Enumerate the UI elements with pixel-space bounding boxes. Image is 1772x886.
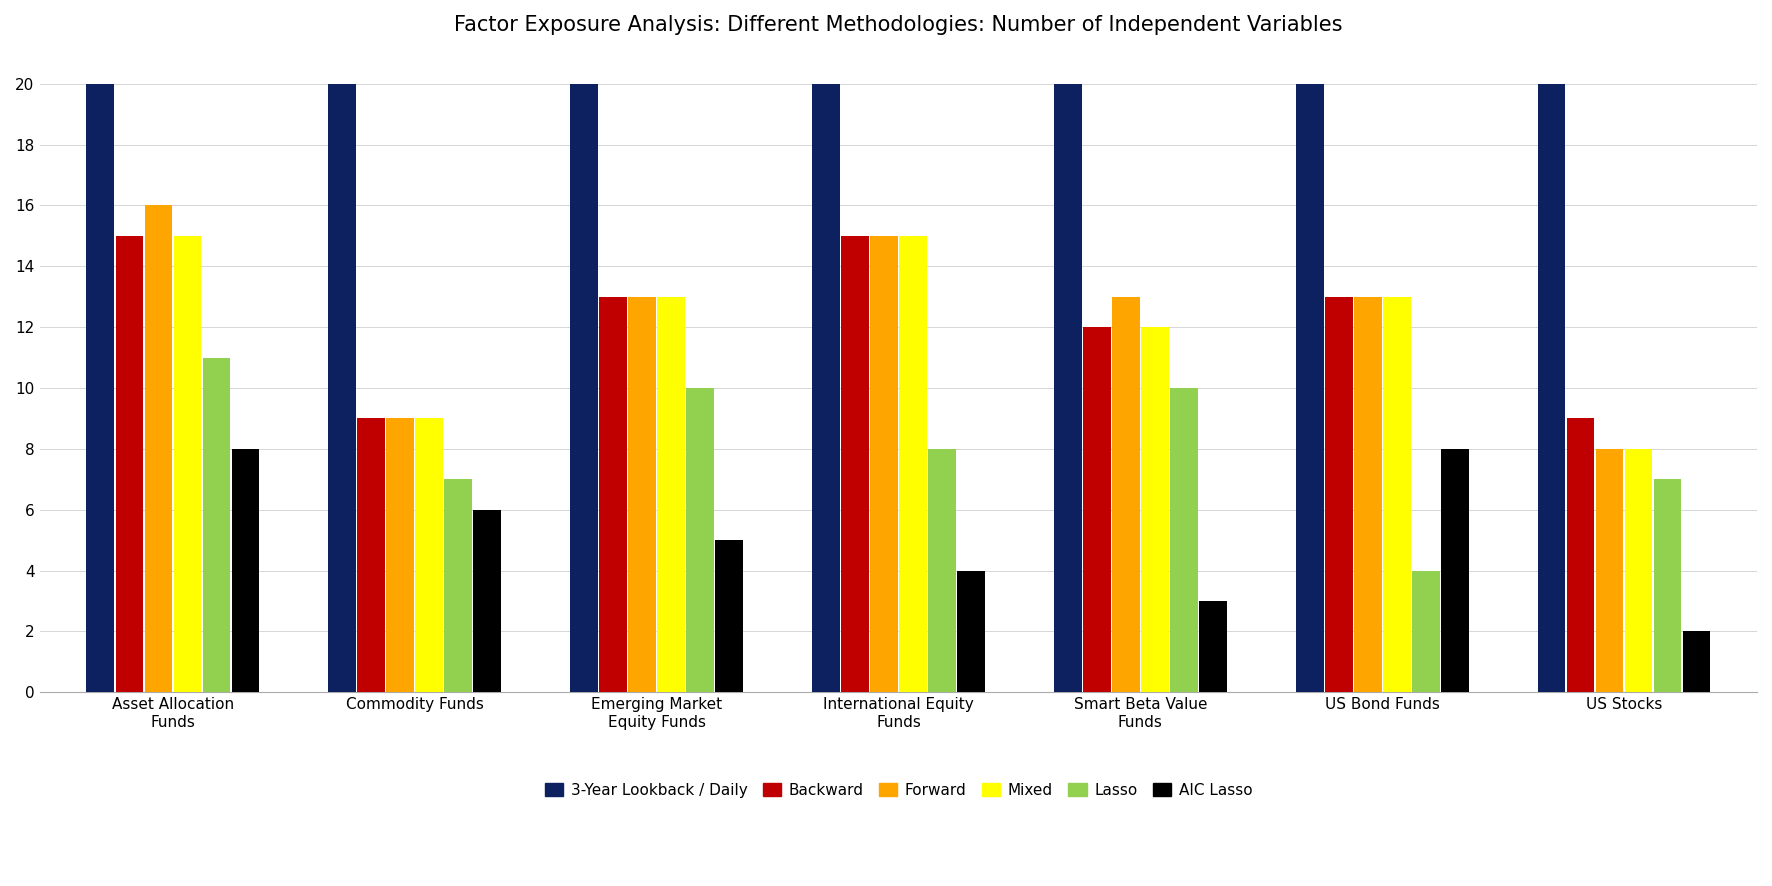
Bar: [115, 236, 144, 692]
Bar: [145, 206, 172, 692]
Bar: [1382, 297, 1411, 692]
Bar: [1683, 632, 1710, 692]
Bar: [174, 236, 202, 692]
Bar: [599, 297, 627, 692]
Bar: [1538, 83, 1565, 692]
Bar: [1653, 479, 1682, 692]
Bar: [1595, 449, 1623, 692]
Bar: [1441, 449, 1469, 692]
Bar: [571, 83, 597, 692]
Bar: [87, 83, 115, 692]
Bar: [1141, 327, 1170, 692]
Bar: [686, 388, 714, 692]
Bar: [1054, 83, 1081, 692]
Bar: [202, 358, 230, 692]
Bar: [415, 418, 443, 692]
Bar: [957, 571, 985, 692]
Bar: [1412, 571, 1439, 692]
Title: Factor Exposure Analysis: Different Methodologies: Number of Independent Variabl: Factor Exposure Analysis: Different Meth…: [454, 15, 1343, 35]
Bar: [1083, 327, 1111, 692]
Bar: [445, 479, 471, 692]
Bar: [232, 449, 259, 692]
Bar: [473, 509, 501, 692]
Bar: [929, 449, 955, 692]
Bar: [812, 83, 840, 692]
Bar: [1111, 297, 1139, 692]
Legend: 3-Year Lookback / Daily, Backward, Forward, Mixed, Lasso, AIC Lasso: 3-Year Lookback / Daily, Backward, Forwa…: [539, 776, 1258, 804]
Bar: [1625, 449, 1653, 692]
Bar: [870, 236, 898, 692]
Bar: [716, 540, 742, 692]
Bar: [358, 418, 385, 692]
Bar: [629, 297, 656, 692]
Bar: [1200, 601, 1226, 692]
Bar: [1566, 418, 1595, 692]
Bar: [657, 297, 686, 692]
Bar: [842, 236, 868, 692]
Bar: [328, 83, 356, 692]
Bar: [898, 236, 927, 692]
Bar: [1170, 388, 1198, 692]
Bar: [386, 418, 415, 692]
Bar: [1295, 83, 1324, 692]
Bar: [1354, 297, 1382, 692]
Bar: [1325, 297, 1352, 692]
